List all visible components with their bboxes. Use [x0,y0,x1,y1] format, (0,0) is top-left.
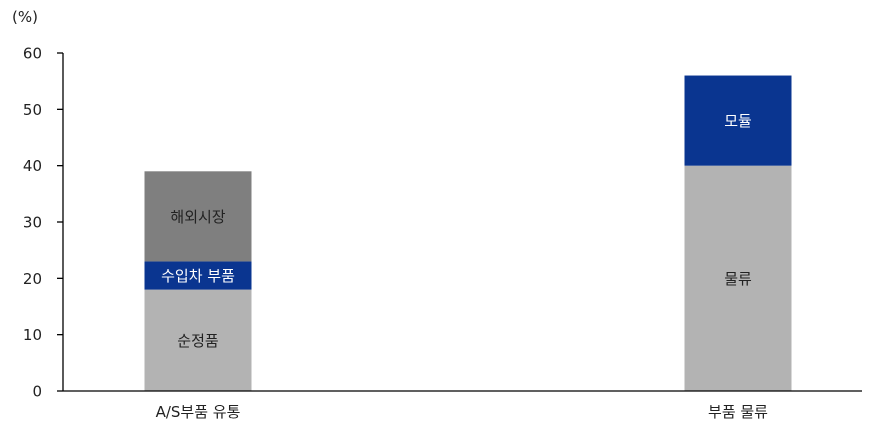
segment-label: 물류 [724,270,752,288]
y-tick-label: 10 [23,326,42,344]
y-tick-label: 60 [23,45,42,63]
y-axis-ticks: 0 10 20 30 40 50 60 [23,45,63,401]
bar-segment [144,171,252,262]
bar-segment [144,261,252,290]
x-category-label: 부품 물류 [708,403,768,421]
x-category-label: A/S부품 유통 [156,403,241,421]
bar-segment [144,289,252,391]
y-unit-label: (%) [12,8,38,26]
y-tick-label: 20 [23,270,42,288]
y-tick-label: 0 [32,383,42,401]
segment-label: 모듈 [724,112,752,130]
x-axis-labels: A/S부품 유통 부품 물류 [156,403,769,421]
segment-label: 순정품 [177,332,218,350]
segment-label: 해외시장 [170,208,225,226]
y-tick-label: 30 [23,214,42,232]
y-tick-label: 40 [23,157,42,175]
y-tick-label: 50 [23,101,42,119]
bar-segment [684,165,792,391]
segment-label: 수입차 부품 [161,267,235,285]
bar-segment [684,75,792,166]
